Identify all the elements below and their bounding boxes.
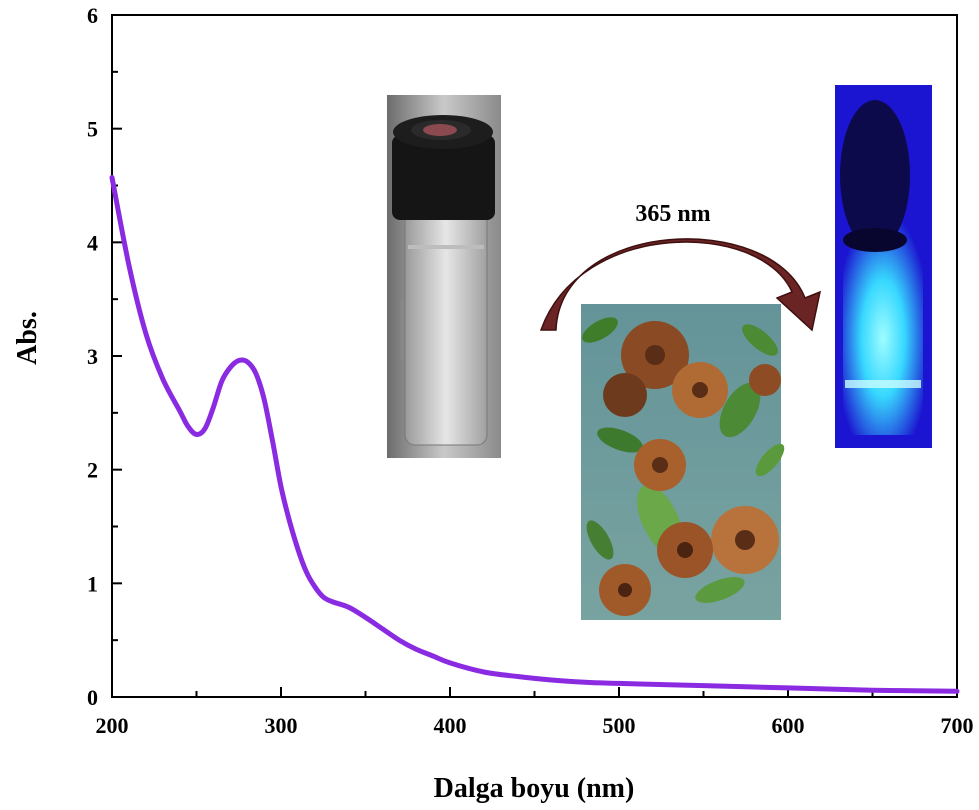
x-tick-label: 700 [941, 713, 974, 738]
y-tick-label: 1 [87, 571, 98, 596]
y-axis-title: Abs. [12, 311, 43, 365]
glass-vial-photo [387, 95, 501, 458]
x-tick-label: 400 [434, 713, 467, 738]
plot-frame [111, 14, 958, 698]
x-tick-label: 600 [772, 713, 805, 738]
y-axis-ticks: 0 1 2 3 4 5 6 [87, 3, 122, 710]
uv-glowing-vial-photo [835, 85, 932, 448]
y-tick-label: 5 [87, 117, 98, 142]
annotation-365nm: 365 nm [635, 201, 710, 227]
absorbance-series-line [109, 175, 960, 694]
curved-arrow-icon [539, 238, 822, 332]
dried-flower-photo [581, 304, 785, 620]
x-axis-ticks: 200 300 400 500 600 700 [96, 687, 974, 738]
x-tick-label: 300 [265, 713, 298, 738]
y-tick-label: 6 [87, 3, 98, 28]
y-tick-label: 3 [87, 344, 98, 369]
x-axis-title: Dalga boyu (nm) [434, 773, 635, 804]
x-tick-label: 500 [603, 713, 636, 738]
y-tick-label: 0 [87, 685, 98, 710]
y-tick-label: 2 [87, 458, 98, 483]
y-tick-label: 4 [87, 230, 98, 255]
x-tick-label: 200 [96, 713, 129, 738]
